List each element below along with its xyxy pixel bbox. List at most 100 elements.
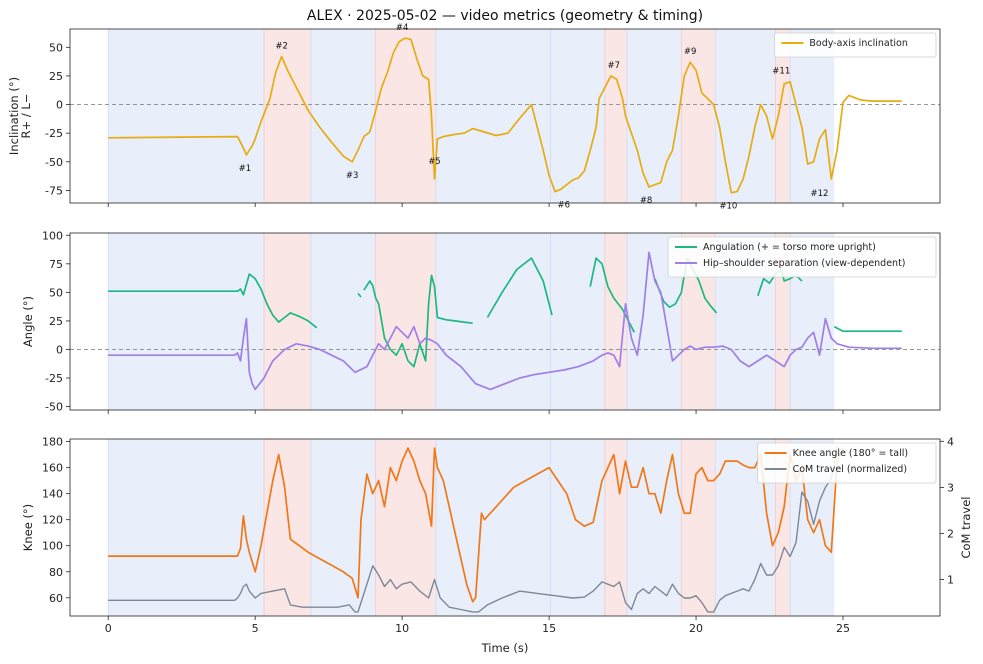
- phase-span-red: [375, 29, 436, 203]
- phase-span-red: [375, 233, 436, 410]
- y-right-tick-label: 3: [947, 481, 954, 494]
- phase-spans: [107, 29, 835, 203]
- panel-inclination: -75 -50 -25 0 25 50 Inclination (°)R+ / L− #1 #2…: [7, 23, 941, 212]
- phase-span-blue: [435, 29, 551, 203]
- legend-box: [757, 442, 937, 484]
- series-inclination-0: [108, 37, 902, 194]
- phase-span-red: [375, 439, 436, 616]
- phase-span-blue: [108, 233, 264, 410]
- legend: Body-axis inclination: [774, 32, 937, 58]
- x-tick-label: 0: [105, 622, 112, 635]
- y-tick-label: 80: [49, 566, 63, 579]
- y-right-tick-label: 2: [947, 527, 954, 540]
- phase-span-blue: [550, 29, 605, 203]
- event-marker-label: #11: [772, 67, 790, 77]
- y-axis-label: Knee (°): [21, 504, 35, 551]
- y-right-tick-label: 4: [947, 435, 954, 448]
- y-tick-label: -25: [45, 372, 63, 385]
- phase-span-blue: [311, 439, 376, 616]
- event-marker-label: #10: [719, 202, 737, 212]
- event-marker-label: #7: [607, 61, 620, 71]
- y-tick-label: 0: [56, 343, 63, 356]
- y-tick-label: -50: [45, 401, 63, 414]
- series-line: [357, 292, 362, 298]
- phase-spans: [107, 439, 835, 616]
- y-tick-label: 25: [49, 70, 63, 83]
- legend-entry: Angulation (+ = torso more upright): [703, 242, 876, 253]
- event-marker-label: #8: [640, 196, 653, 206]
- phase-span-blue: [108, 439, 264, 616]
- y-tick-label: 180: [42, 436, 63, 449]
- event-marker-label: #2: [275, 41, 288, 51]
- x-tick-label: 10: [395, 622, 409, 635]
- series-line: [108, 273, 318, 329]
- series-angles-0: [108, 257, 902, 368]
- event-marker-label: #6: [558, 201, 571, 211]
- phase-span-blue: [311, 233, 376, 410]
- y-tick-label: 0: [56, 99, 63, 112]
- y-tick-label: -50: [45, 156, 63, 169]
- y-tick-label: 100: [42, 540, 63, 553]
- x-tick-label: 20: [689, 622, 703, 635]
- legend-entry: Knee angle (180° = tall): [793, 448, 908, 459]
- phase-span-red: [775, 29, 791, 203]
- series-line: [363, 274, 473, 368]
- phase-span-red: [604, 29, 627, 203]
- y-right-axis-label: CoM travel: [959, 496, 973, 558]
- x-axis-label: Time (s): [481, 641, 529, 655]
- phase-span-red: [604, 233, 627, 410]
- x-tick-label: 15: [542, 622, 556, 635]
- series-line: [108, 251, 902, 391]
- series-line: [108, 447, 844, 603]
- series-group: [108, 251, 902, 391]
- y-tick-label: 75: [49, 258, 63, 271]
- y-tick-label: 50: [49, 41, 63, 54]
- legend-box: [774, 32, 937, 58]
- panel-angles: -50 -25 0 25 50 75 100 Angle (°) Angulation (+ =…: [21, 229, 941, 414]
- legend: Knee angle (180° = tall) CoM travel (norm…: [757, 442, 937, 484]
- y-axis-label: Inclination (°): [7, 77, 21, 155]
- event-marker-label: #9: [684, 47, 697, 57]
- phase-span-red: [681, 29, 716, 203]
- legend-entry: Body-axis inclination: [809, 38, 908, 49]
- y-tick-label: 140: [42, 488, 63, 501]
- phase-span-blue: [311, 29, 376, 203]
- y-tick-label: -75: [45, 184, 63, 197]
- legend-entry: Hip–shoulder separation (view-dependent): [703, 258, 906, 269]
- chart-title: ALEX · 2025-05-02 — video metrics (geome…: [307, 8, 703, 24]
- y-tick-label: 120: [42, 514, 63, 527]
- phase-span-blue: [626, 439, 682, 616]
- y-axis-label: R+ / L−: [19, 94, 33, 139]
- panel-frame: [69, 232, 941, 411]
- phase-span-red: [681, 439, 716, 616]
- series-line: [833, 325, 902, 333]
- series-group: [108, 37, 902, 194]
- event-marker-label: #4: [396, 23, 409, 33]
- phase-span-blue: [790, 29, 835, 203]
- phase-span-blue: [550, 439, 605, 616]
- y-tick-label: -25: [45, 127, 63, 140]
- series-line: [108, 37, 902, 194]
- event-marker-label: #1: [239, 164, 252, 174]
- event-marker-label: #3: [346, 171, 359, 181]
- legend-box: [667, 236, 937, 278]
- phase-span-red: [263, 439, 312, 616]
- panel-knee: 60 80 100 120 140 160 180 0 5 10 15 20 25 Knee (°) 1 2 3…: [21, 435, 973, 635]
- y-tick-label: 50: [49, 286, 63, 299]
- phase-span-blue: [626, 29, 682, 203]
- phase-span-blue: [435, 439, 551, 616]
- x-tick-label: 25: [836, 622, 850, 635]
- series-angles-1: [108, 251, 902, 391]
- y-axis-label: Angle (°): [21, 296, 35, 347]
- phase-span-blue: [108, 29, 264, 203]
- phase-span-red: [263, 29, 312, 203]
- series-knee-1: [108, 445, 838, 613]
- panel-frame: [69, 438, 941, 617]
- event-marker-label: #12: [811, 189, 829, 199]
- y-tick-label: 100: [42, 229, 63, 242]
- y-tick-label: 25: [49, 315, 63, 328]
- series-line: [486, 257, 553, 318]
- legend: Angulation (+ = torso more upright) Hip–s…: [667, 236, 937, 278]
- legend-entry: CoM travel (normalized): [793, 464, 907, 475]
- y-tick-label: 160: [42, 462, 63, 475]
